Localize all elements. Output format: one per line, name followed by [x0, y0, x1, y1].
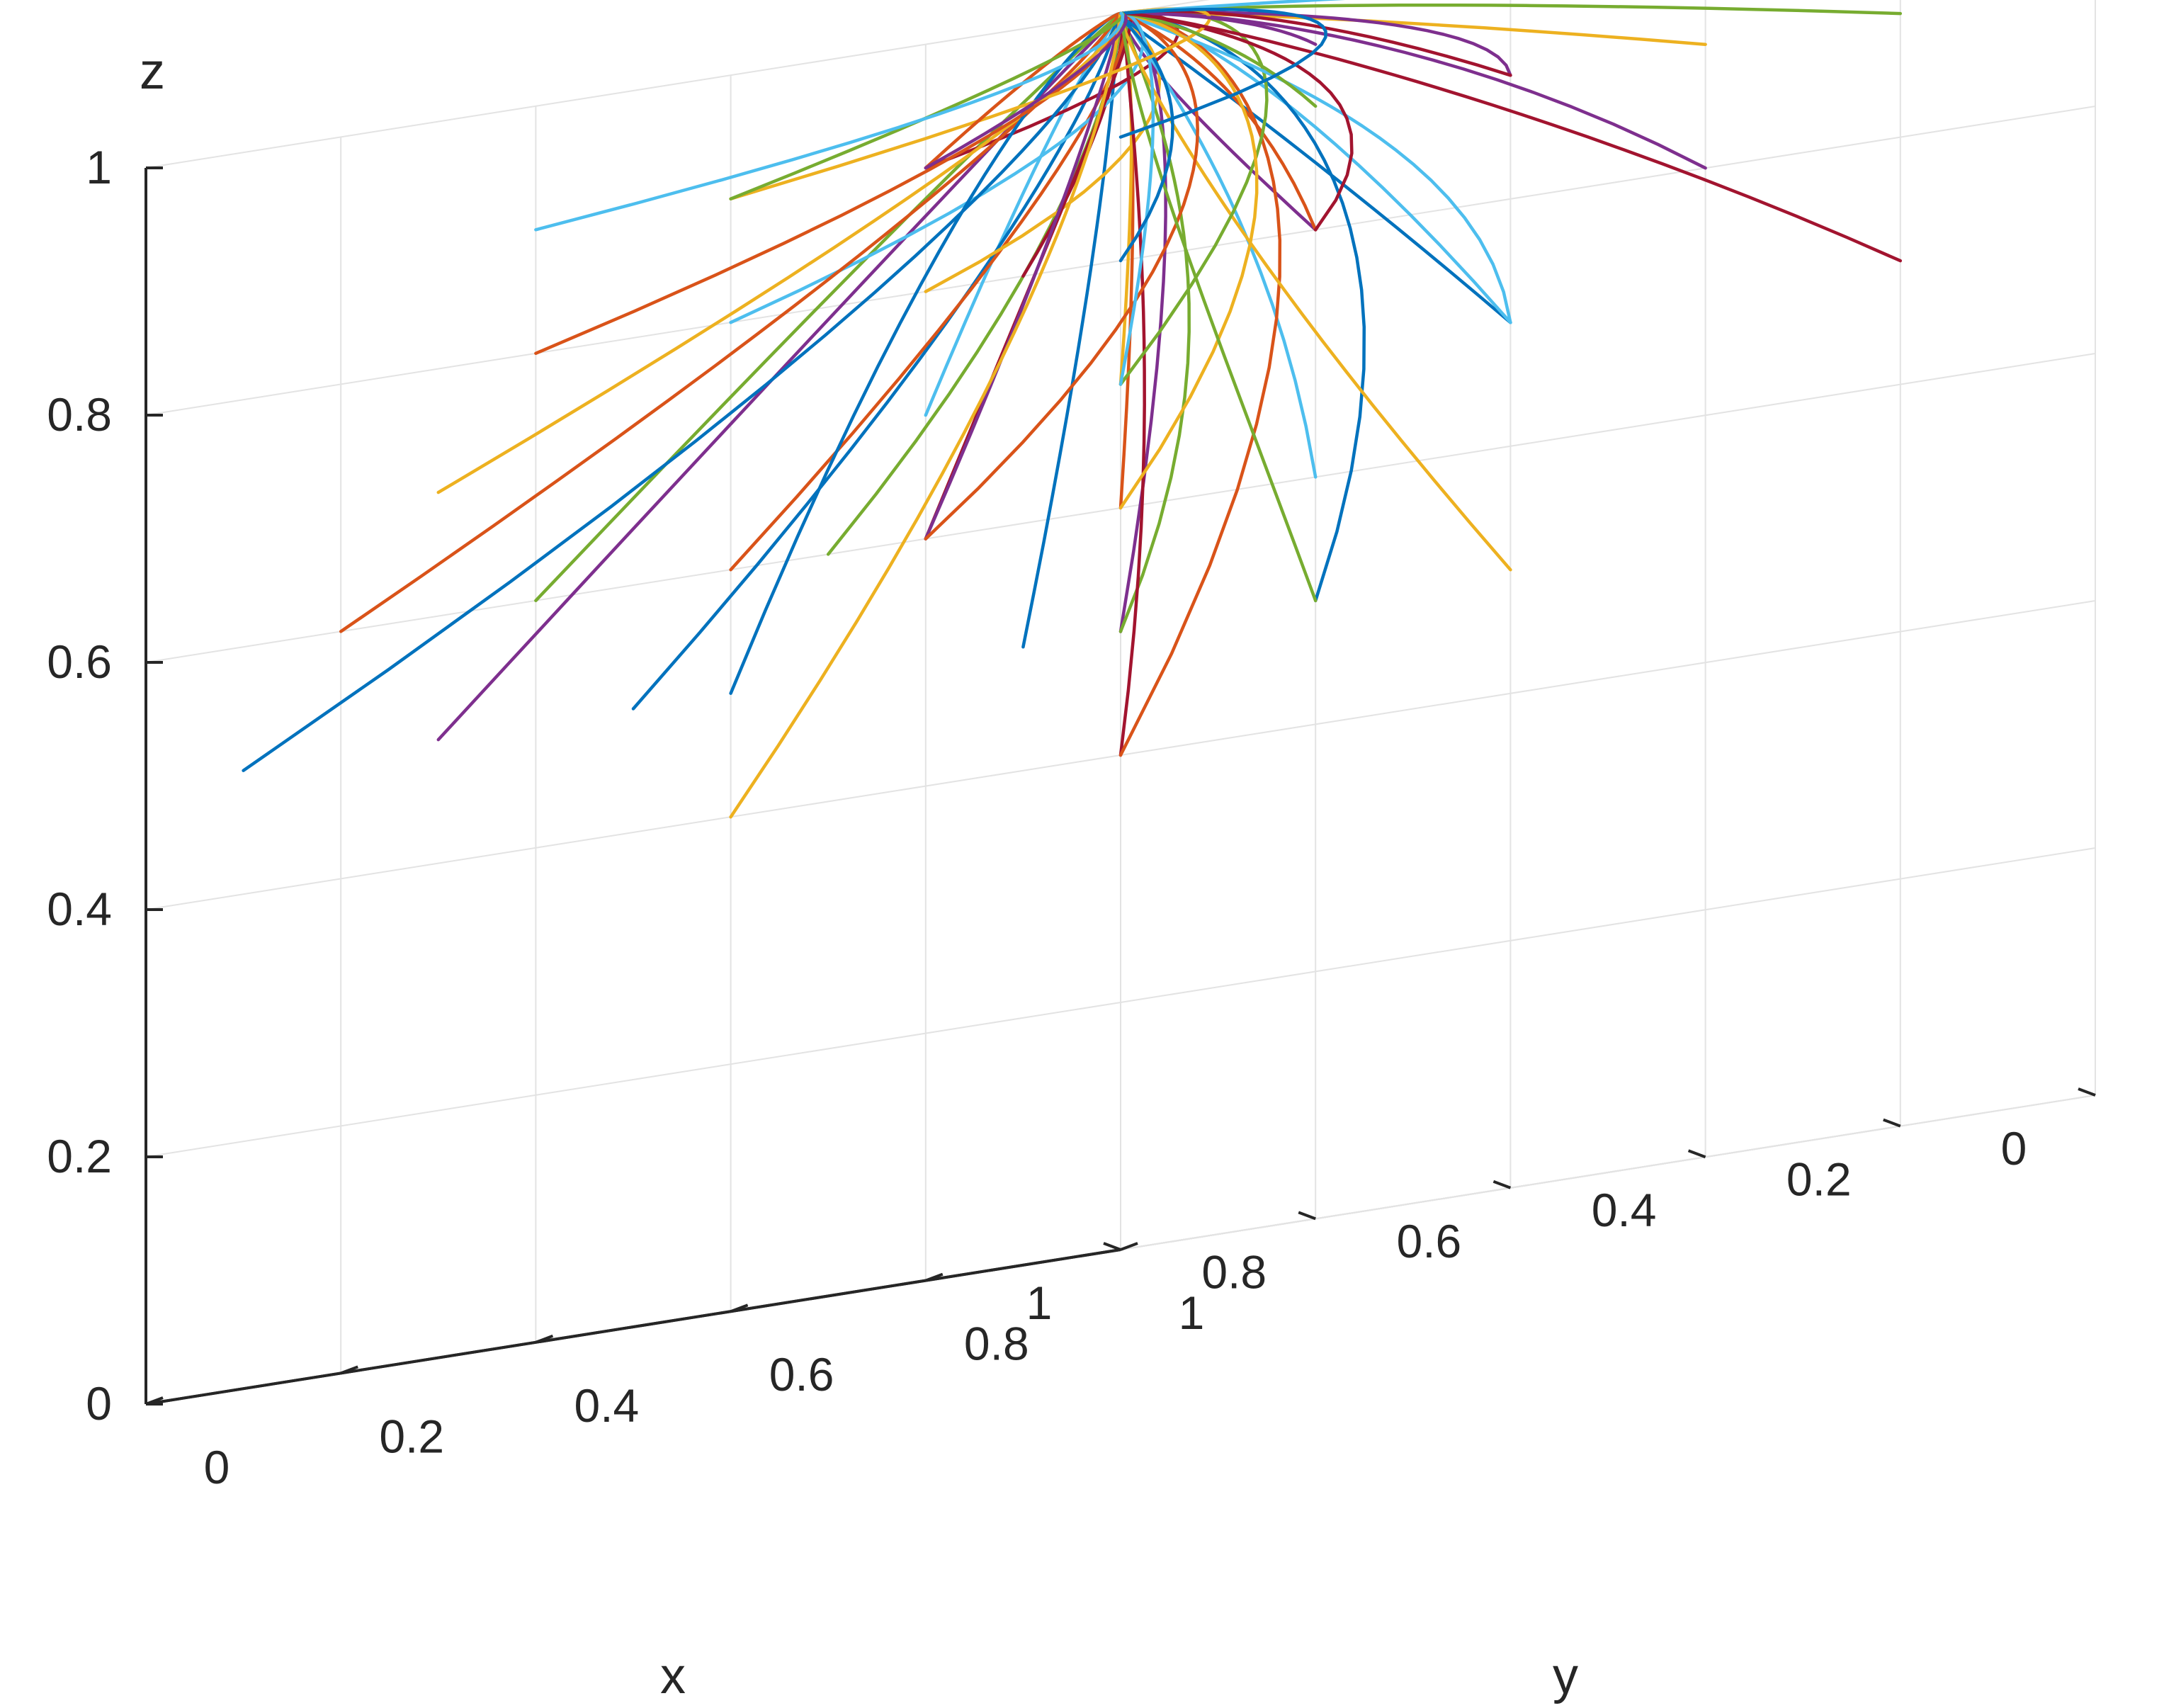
z-tick-label: 0.6 — [47, 635, 112, 688]
tick-labels: 00.20.40.60.8100.20.40.60.8100.20.40.60.… — [47, 141, 2027, 1493]
z-tick-label: 0.4 — [47, 883, 112, 935]
z-tick-label: 1 — [86, 141, 112, 193]
trajectories — [242, 0, 1903, 819]
wall-grid-line — [1120, 847, 2096, 1003]
trajectory-line — [1118, 11, 1146, 757]
z-tick-label: 0 — [86, 1377, 112, 1430]
y-tick — [340, 1365, 358, 1375]
y-tick-label: 0.8 — [964, 1318, 1029, 1370]
y-tick — [1120, 1242, 1138, 1251]
wall-grid-line — [145, 13, 1121, 169]
x-tick-label: 0.4 — [1592, 1184, 1657, 1236]
y-tick-label: 0.4 — [574, 1379, 640, 1432]
z-axis-label: z — [140, 43, 165, 100]
wall-grid-line — [145, 1002, 1121, 1158]
x-tick — [1298, 1211, 1316, 1221]
trajectory-line — [534, 11, 1125, 232]
y-tick-label: 1 — [1179, 1286, 1205, 1339]
wall-grid-line — [1120, 106, 2096, 261]
wall-grid-line — [145, 260, 1121, 416]
x-tick-label: 0.2 — [1786, 1153, 1852, 1206]
x-tick — [1883, 1118, 1901, 1128]
x-tick-label: 1 — [1026, 1277, 1053, 1329]
wall-grid-line — [145, 507, 1121, 663]
y-tick-label: 0.6 — [769, 1348, 834, 1401]
x-tick-label: 0.8 — [1201, 1245, 1267, 1298]
x-tick — [1687, 1149, 1706, 1159]
x-axis-line — [145, 1248, 1121, 1406]
z-tick-label: 0.2 — [47, 1130, 112, 1182]
wall-grid-line — [145, 754, 1121, 910]
wall-grid-line — [1120, 1095, 2096, 1250]
y-tick — [925, 1272, 944, 1282]
x-tick — [1103, 1242, 1121, 1251]
wall-grid-line — [1120, 353, 2096, 509]
trajectory-line — [534, 11, 1122, 356]
x-axis-label: x — [660, 1648, 686, 1704]
x-tick — [1492, 1180, 1512, 1189]
y-tick-label: 0.2 — [379, 1410, 444, 1462]
axes — [145, 166, 2096, 1406]
x-tick — [2078, 1087, 2096, 1097]
y-axis-label: y — [1553, 1648, 1578, 1704]
wall-grid-line — [1120, 600, 2096, 756]
y-tick — [535, 1334, 554, 1344]
y-tick-label: 0 — [204, 1441, 230, 1493]
x-tick-label: 0 — [2001, 1122, 2027, 1175]
z-tick-label: 0.8 — [47, 388, 112, 441]
y-tick — [730, 1303, 749, 1313]
x-tick-label: 0.6 — [1397, 1215, 1462, 1267]
